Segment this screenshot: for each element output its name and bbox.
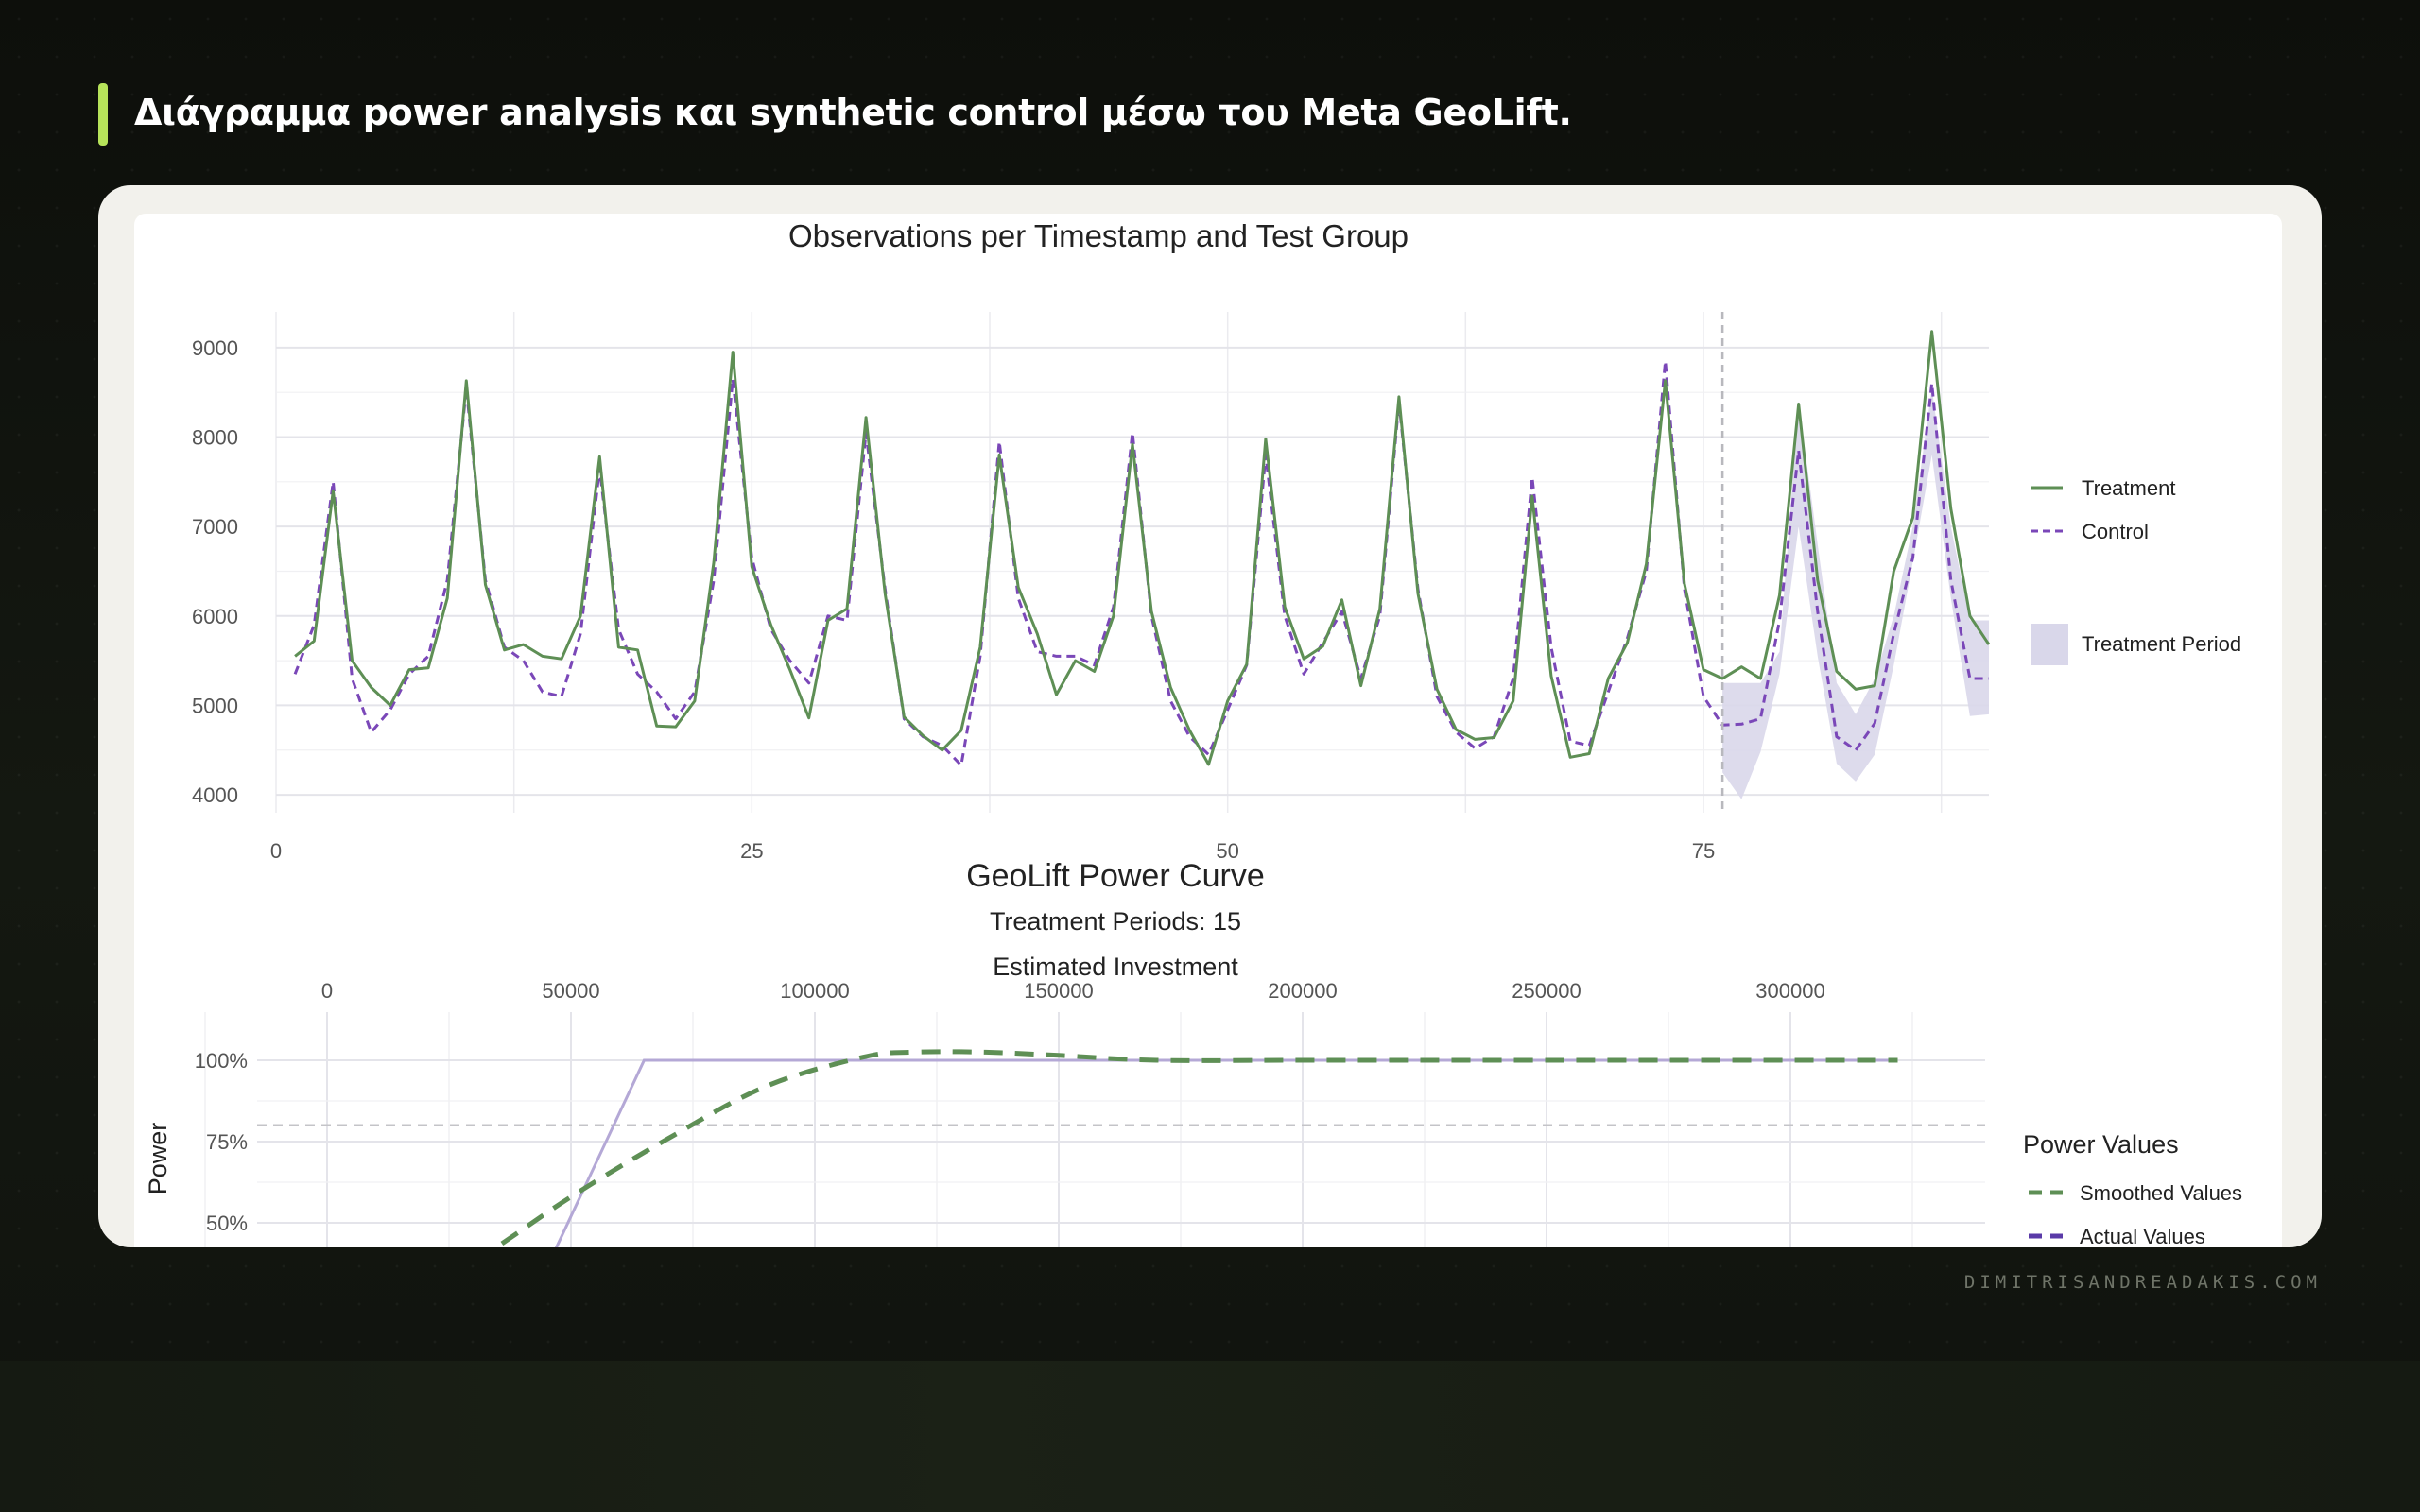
charts-svg: 4000 5000 6000 7000 8000 9000 0 25 50 75 Observat… [144, 218, 2242, 1247]
page-footer-band [0, 1361, 2420, 1512]
y-tick-label: 8000 [192, 426, 238, 450]
observations-legend: Treatment Control Treatment Period [2031, 476, 2241, 665]
power-x-axis-label: Estimated Investment [993, 953, 1238, 981]
power-axes: 50% 75% 100% 0 50000 100000 150000 200000 250000… [195, 979, 1825, 1235]
x-tick-label: 250000 [1512, 979, 1581, 1003]
y-tick-label: 6000 [192, 605, 238, 628]
legend-smoothed-label: Smoothed Values [2080, 1181, 2242, 1205]
y-tick-label: 5000 [192, 694, 238, 717]
power-y-axis-label: Power [144, 1123, 172, 1195]
observations-lines [293, 330, 1991, 767]
power-grid [204, 1012, 1985, 1247]
treatment-series-line [294, 330, 1991, 766]
actual-values-line [554, 1058, 1898, 1247]
x-tick-label: 25 [740, 839, 763, 863]
legend-control-label: Control [2082, 520, 2149, 543]
observations-grid [275, 312, 1989, 813]
x-tick-label: 50000 [542, 979, 599, 1003]
treatment-period-band [1722, 387, 1989, 799]
y-tick-label: 100% [195, 1049, 248, 1073]
legend-actual-label: Actual Values [2080, 1225, 2205, 1247]
x-tick-label: 100000 [780, 979, 849, 1003]
y-tick-label: 9000 [192, 336, 238, 360]
observations-title: Observations per Timestamp and Test Grou… [788, 218, 1409, 253]
page-title: Διάγραμμα power analysis και synthetic c… [134, 92, 1572, 133]
y-tick-label: 7000 [192, 515, 238, 539]
x-tick-label: 75 [1692, 839, 1715, 863]
legend-band-label: Treatment Period [2082, 632, 2241, 656]
power-legend-title: Power Values [2023, 1130, 2179, 1159]
title-accent-bar [98, 83, 108, 146]
treatment-period-band-area [1722, 387, 1989, 799]
power-curve-chart: GeoLift Power Curve Treatment Periods: 1… [144, 858, 2242, 1247]
observations-axes: 4000 5000 6000 7000 8000 9000 0 25 50 75 [192, 312, 1724, 863]
x-tick-label: 200000 [1268, 979, 1337, 1003]
power-legend: Power Values Smoothed Values Actual Valu… [2023, 1130, 2242, 1247]
x-tick-label: 50 [1216, 839, 1238, 863]
legend-treatment-label: Treatment [2082, 476, 2175, 500]
figure-image: 4000 5000 6000 7000 8000 9000 0 25 50 75 Observat… [134, 214, 2282, 1247]
legend-band-swatch [2031, 624, 2068, 665]
x-tick-label: 0 [321, 979, 333, 1003]
site-credit: DIMITRISANDREADAKIS.COM [1963, 1272, 2322, 1293]
power-title: GeoLift Power Curve [966, 858, 1265, 894]
observations-chart: 4000 5000 6000 7000 8000 9000 0 25 50 75 Observat… [192, 218, 2241, 863]
y-tick-label: 75% [206, 1130, 248, 1154]
figure-card: 4000 5000 6000 7000 8000 9000 0 25 50 75 Observat… [98, 185, 2322, 1247]
power-subtitle: Treatment Periods: 15 [990, 907, 1241, 936]
x-tick-label: 0 [270, 839, 282, 863]
power-lines [492, 1049, 1898, 1247]
x-tick-label: 300000 [1755, 979, 1824, 1003]
x-tick-label: 150000 [1024, 979, 1093, 1003]
smoothed-values-line [492, 1049, 1898, 1247]
y-tick-label: 50% [206, 1211, 248, 1235]
y-tick-label: 4000 [192, 783, 238, 807]
